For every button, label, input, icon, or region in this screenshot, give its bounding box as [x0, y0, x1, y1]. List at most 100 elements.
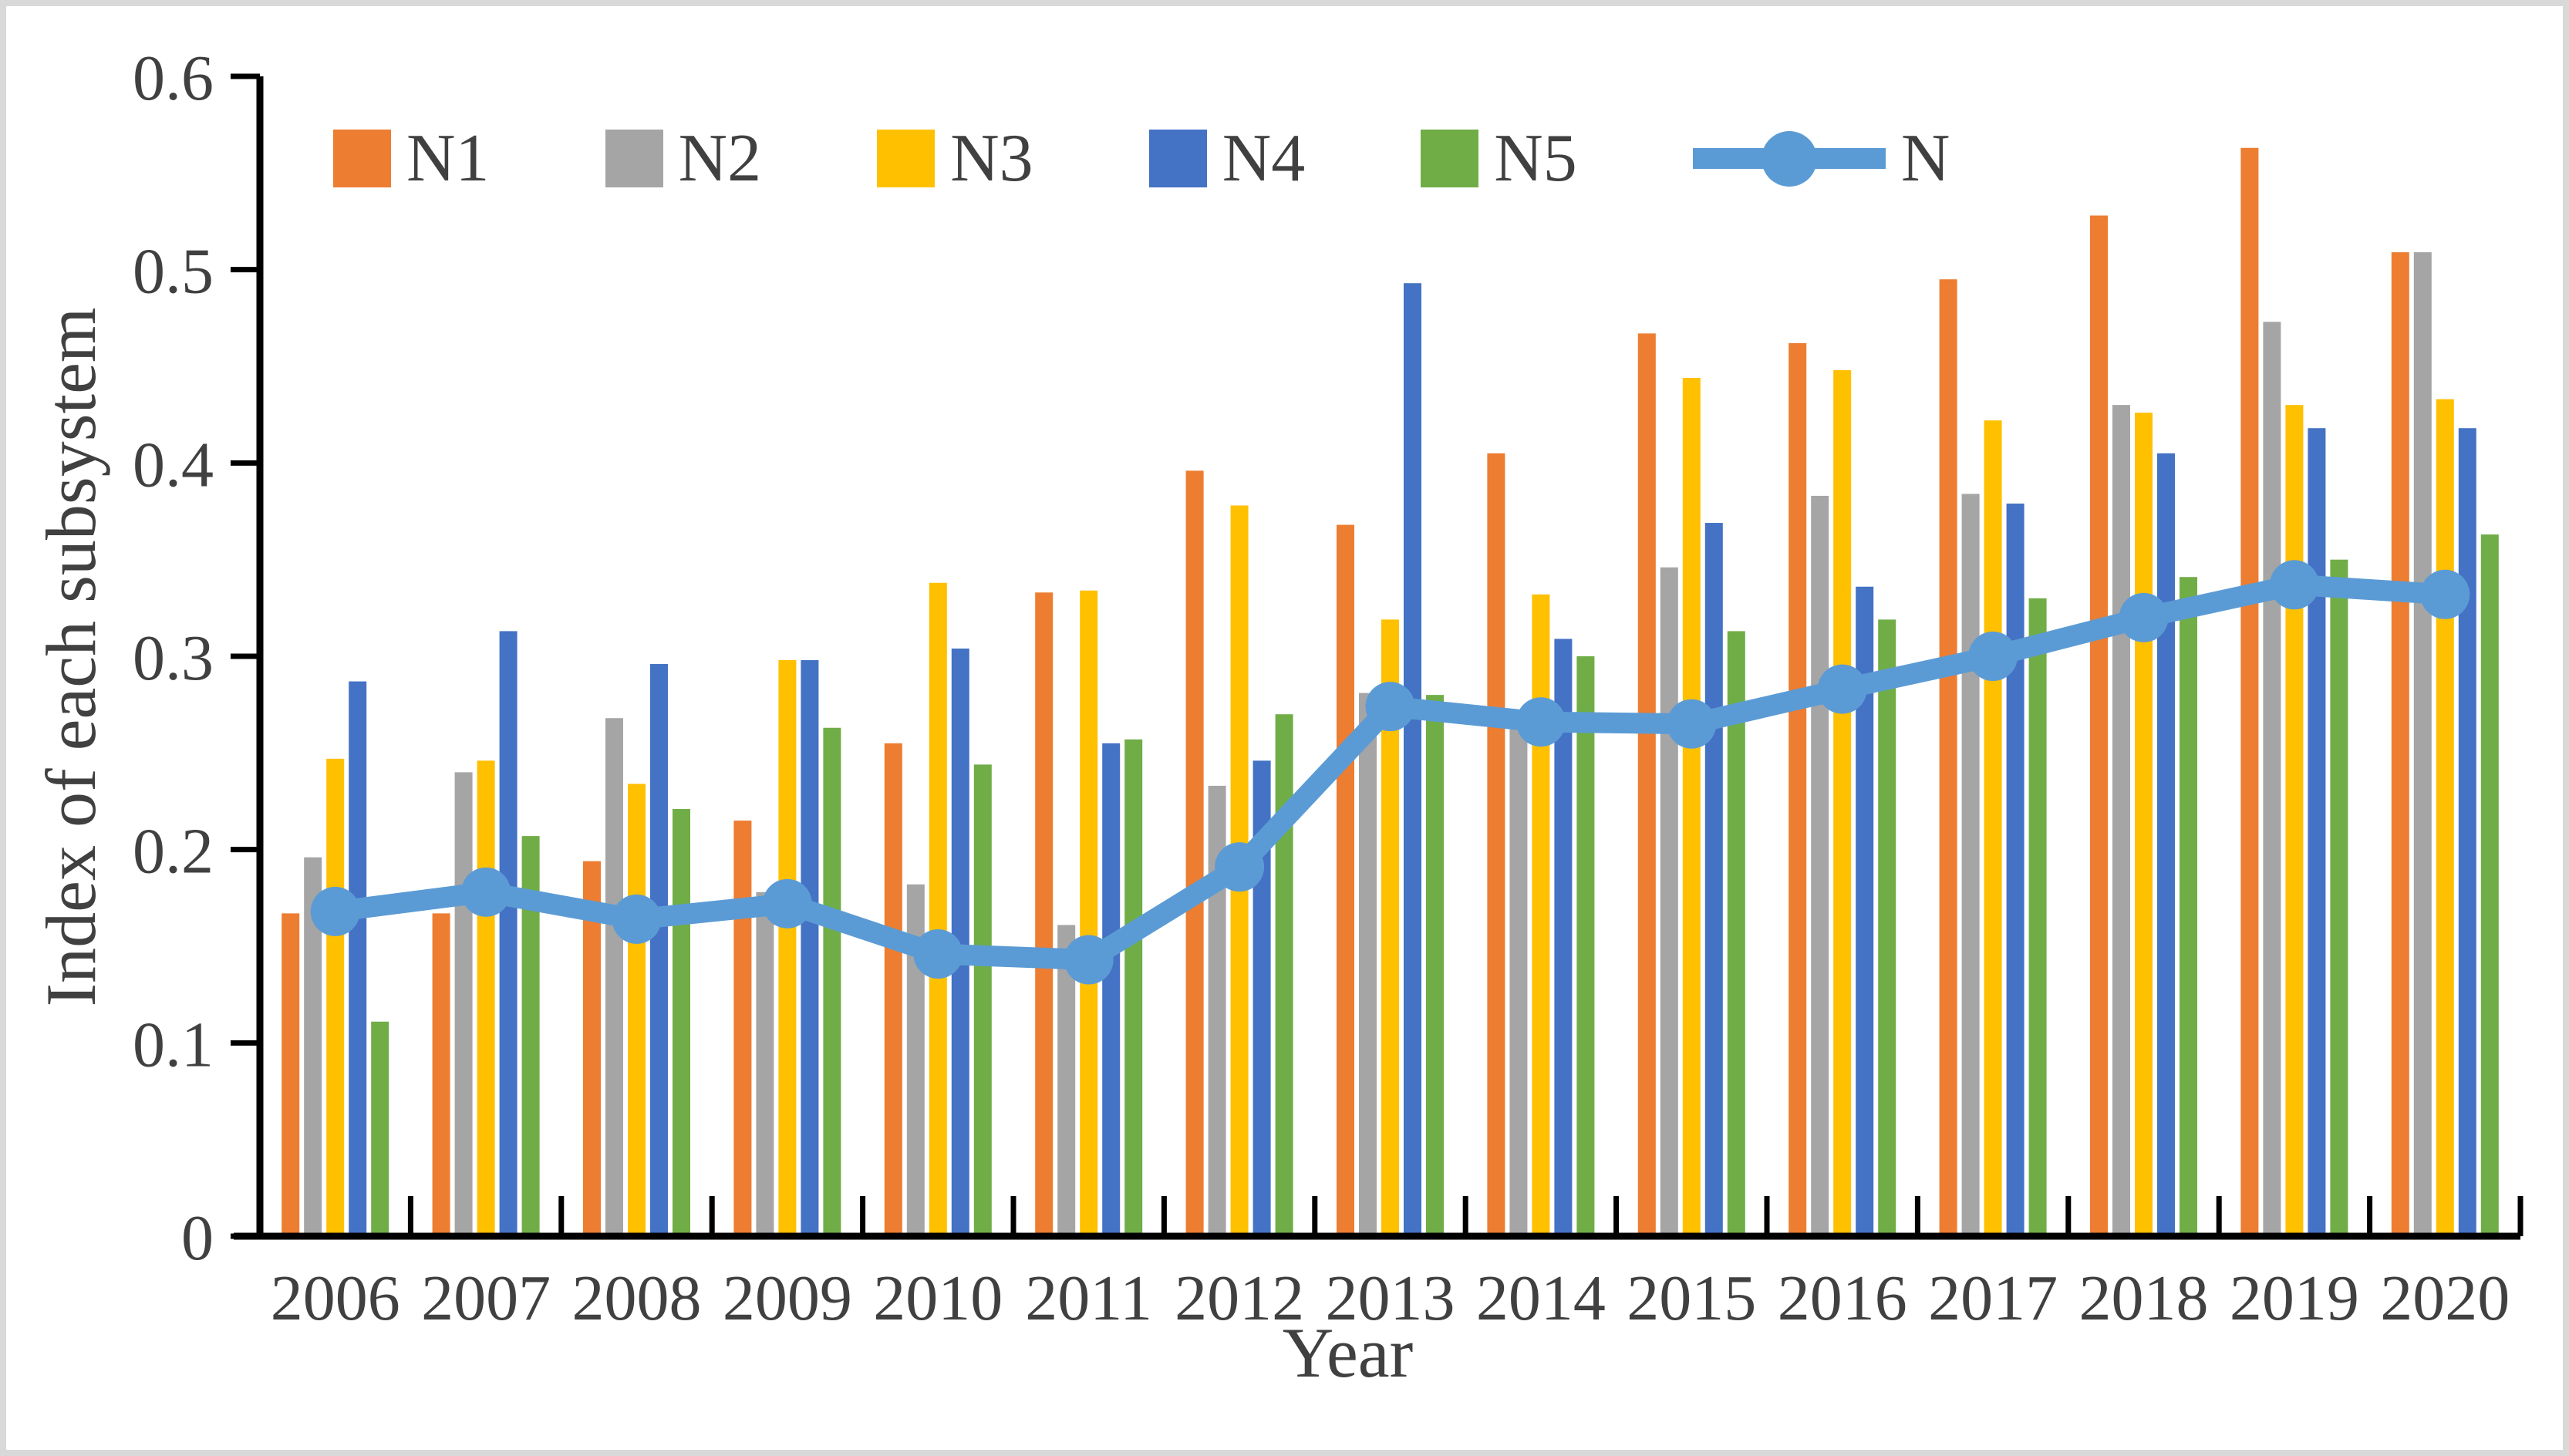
bar-n3-2009 [778, 660, 797, 1236]
legend-label-n3: N3 [950, 121, 1033, 196]
bar-n4-2014 [1554, 639, 1573, 1236]
legend-item-n1: N1 [333, 121, 490, 196]
line-marker-2015 [1667, 699, 1717, 749]
y-tick-label-0: 0 [181, 1202, 214, 1274]
line-marker-2009 [762, 878, 812, 929]
line-marker-2006 [310, 886, 360, 936]
x-tick-label-2018: 2018 [2079, 1262, 2209, 1334]
line-marker-2017 [1968, 632, 2018, 681]
line-marker-2016 [1817, 664, 1867, 714]
bar-n4-2006 [349, 681, 367, 1236]
x-tick-label-2014: 2014 [1476, 1262, 1606, 1334]
legend-item-n2: N2 [605, 121, 762, 196]
y-tick-label-0.5: 0.5 [133, 236, 214, 308]
bar-n1-2018 [2090, 215, 2108, 1237]
bar-n1-2013 [1337, 524, 1354, 1236]
bar-n3-2013 [1381, 619, 1399, 1236]
legend-item-n: N [1692, 121, 1950, 196]
bar-n2-2006 [304, 857, 322, 1236]
bar-n2-2010 [906, 884, 925, 1236]
y-tick-label-0.6: 0.6 [133, 42, 214, 114]
bar-n2-2011 [1057, 925, 1076, 1236]
legend-label-n4: N4 [1222, 121, 1306, 196]
y-axis-title: Index of each subsystem [32, 307, 110, 1007]
legend: N1 N2 N3 N4 N5 N [333, 121, 1950, 196]
bar-n5-2008 [673, 809, 690, 1236]
legend-swatch-n3 [877, 130, 936, 187]
bar-n5-2010 [973, 764, 992, 1236]
line-marker-2020 [2420, 569, 2470, 619]
x-tick-label-2008: 2008 [572, 1262, 702, 1334]
bar-n3-2007 [477, 760, 495, 1236]
bar-n1-2009 [733, 821, 752, 1236]
bar-n1-2010 [884, 743, 902, 1236]
bar-n3-2010 [929, 582, 947, 1236]
x-tick-label-2006: 2006 [271, 1262, 400, 1334]
legend-item-n3: N3 [877, 121, 1033, 196]
bar-n5-2019 [2330, 559, 2348, 1236]
bar-n2-2007 [454, 772, 473, 1236]
bar-n5-2016 [1878, 619, 1896, 1236]
bar-n2-2013 [1359, 693, 1377, 1236]
x-tick-label-2010: 2010 [873, 1262, 1003, 1334]
y-tick-label-0.4: 0.4 [133, 429, 214, 501]
bar-n3-2014 [1532, 594, 1550, 1236]
x-tick-label-2013: 2013 [1326, 1262, 1455, 1334]
bar-n3-2006 [326, 758, 345, 1236]
legend-swatch-n2 [605, 130, 663, 187]
bar-n5-2020 [2480, 534, 2499, 1236]
y-tick-label-0.3: 0.3 [133, 622, 214, 694]
line-marker-2019 [2269, 560, 2319, 610]
bar-n3-2016 [1833, 370, 1852, 1237]
x-tick-label-2020: 2020 [2380, 1262, 2510, 1334]
legend-line-marker-icon [1692, 130, 1886, 187]
bar-n5-2011 [1124, 739, 1143, 1236]
bar-n3-2020 [2436, 399, 2454, 1237]
bar-n4-2019 [2308, 428, 2326, 1236]
bar-n3-2017 [1984, 420, 2002, 1236]
bar-n3-2008 [628, 784, 646, 1236]
bar-n2-2009 [756, 891, 774, 1236]
bar-n5-2013 [1426, 695, 1444, 1236]
x-tick-label-2009: 2009 [723, 1262, 852, 1334]
legend-label-n: N [1900, 121, 1950, 196]
bar-n2-2015 [1660, 567, 1678, 1236]
bar-n1-2016 [1789, 342, 1807, 1236]
bar-n4-2007 [499, 631, 518, 1236]
bar-n5-2012 [1275, 714, 1293, 1236]
line-marker-2018 [2119, 592, 2169, 642]
bar-n1-2015 [1637, 333, 1656, 1236]
legend-item-n5: N5 [1421, 121, 1577, 196]
legend-label-n2: N2 [678, 121, 762, 196]
bar-n1-2020 [2391, 252, 2409, 1236]
bar-n4-2018 [2157, 453, 2175, 1236]
bar-n4-2015 [1704, 523, 1723, 1236]
bar-n4-2013 [1404, 283, 1421, 1236]
bar-n1-2014 [1487, 453, 1505, 1236]
bar-n2-2008 [605, 718, 623, 1236]
bar-n4-2008 [650, 664, 668, 1236]
line-marker-2010 [913, 929, 963, 979]
bar-n1-2008 [583, 861, 601, 1236]
x-tick-label-2012: 2012 [1175, 1262, 1304, 1334]
legend-label-n5: N5 [1494, 121, 1577, 196]
line-marker-2011 [1064, 935, 1114, 985]
bar-n4-2010 [951, 648, 969, 1236]
bar-n4-2011 [1102, 743, 1121, 1236]
bar-n1-2011 [1035, 592, 1054, 1236]
bar-n1-2007 [432, 913, 450, 1236]
bar-n4-2017 [2006, 503, 2025, 1236]
bar-n2-2017 [1961, 494, 1980, 1236]
bar-n4-2020 [2458, 428, 2476, 1236]
bar-n2-2014 [1509, 723, 1528, 1236]
x-tick-label-2016: 2016 [1778, 1262, 1907, 1334]
line-marker-2008 [612, 894, 662, 944]
y-tick-label-0.1: 0.1 [133, 1009, 214, 1080]
bar-n2-2012 [1208, 785, 1226, 1236]
legend-swatch-n5 [1421, 130, 1479, 187]
legend-label-n1: N1 [406, 121, 490, 196]
bar-n1-2017 [1939, 279, 1957, 1237]
bar-n4-2016 [1856, 586, 1874, 1236]
bar-n5-2017 [2028, 598, 2047, 1236]
bar-n2-2018 [2112, 405, 2130, 1237]
